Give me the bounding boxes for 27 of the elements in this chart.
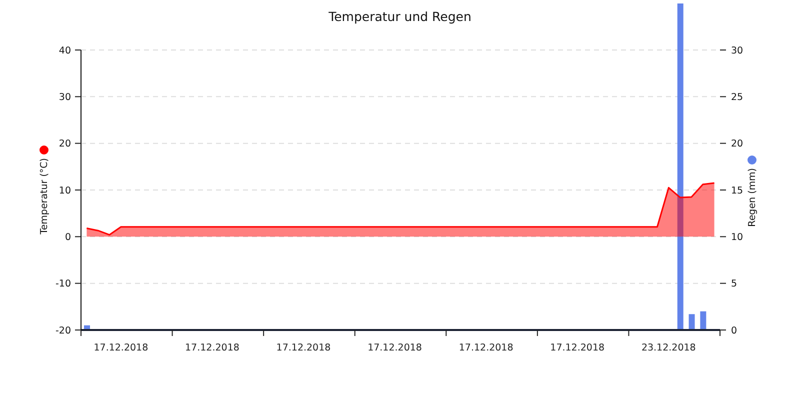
y-tick-label: 40 bbox=[58, 45, 71, 56]
y2-tick-label: 15 bbox=[731, 185, 744, 196]
y2-tick-label: 30 bbox=[731, 45, 744, 56]
y2-tick-label: 10 bbox=[731, 232, 744, 244]
y-axis-title: Temperatur (°C) bbox=[38, 158, 50, 236]
y2-axis-title: Regen (mm) bbox=[746, 168, 758, 227]
x-tick-label: 17.12.2018 bbox=[550, 342, 605, 354]
bar bbox=[688, 314, 695, 330]
y-tick-label: -20 bbox=[55, 325, 71, 336]
y2-tick-label: 20 bbox=[731, 138, 744, 150]
y-tick-label: 10 bbox=[58, 185, 71, 196]
x-tick-label: 17.12.2018 bbox=[94, 342, 148, 354]
chart-title: Temperatur und Regen bbox=[328, 8, 472, 26]
bar bbox=[700, 311, 706, 330]
y2-tick-label: 25 bbox=[731, 92, 744, 104]
x-tick-label: 17.12.2018 bbox=[368, 342, 422, 354]
x-tick-label: 17.12.2018 bbox=[276, 342, 331, 354]
y-tick-label: 20 bbox=[58, 138, 71, 150]
y-tick-label: 0 bbox=[64, 232, 71, 244]
x-tick-label: 17.12.2018 bbox=[185, 342, 240, 354]
y2-tick-label: 5 bbox=[731, 278, 738, 290]
y2-tick-label: 0 bbox=[731, 325, 738, 336]
x-tick-label: 23.12.2018 bbox=[641, 342, 696, 354]
y-tick-label: -10 bbox=[55, 278, 71, 290]
bar bbox=[677, 3, 684, 330]
y-tick-label: 30 bbox=[58, 92, 71, 104]
x-tick-label: 17.12.2018 bbox=[458, 342, 514, 354]
